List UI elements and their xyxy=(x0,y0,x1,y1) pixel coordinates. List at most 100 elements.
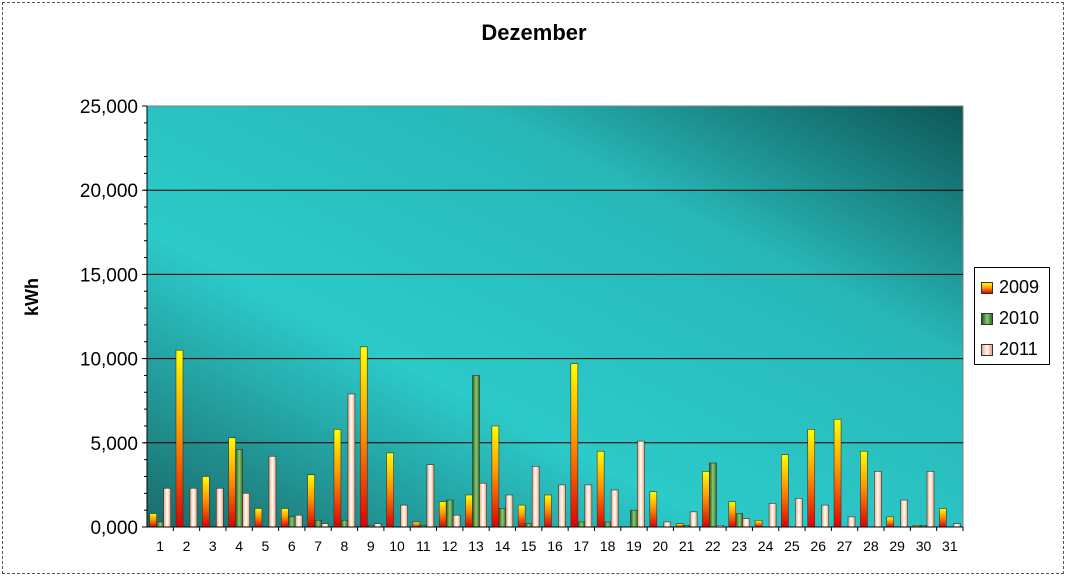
x-tick-label: 22 xyxy=(705,538,721,554)
x-tick-label: 31 xyxy=(942,538,958,554)
bar-2010-22 xyxy=(709,462,717,528)
bar-2009-18 xyxy=(596,450,605,528)
bar-2009-11 xyxy=(412,521,421,528)
bar-2010-18 xyxy=(603,521,612,528)
bar-2010-17 xyxy=(577,521,586,528)
x-tick-label: 25 xyxy=(784,538,800,554)
bar-2009-25 xyxy=(781,454,789,528)
x-tick-label: 19 xyxy=(626,538,642,554)
bar-2009-17 xyxy=(570,363,579,528)
x-tick-label: 27 xyxy=(837,538,853,554)
bar-2011-24 xyxy=(768,503,777,528)
x-tick-label: 12 xyxy=(442,538,458,554)
bar-2011-5 xyxy=(268,455,277,528)
bar-2010-14 xyxy=(498,508,507,528)
y-axis-ticks: 0,000 5,000 10,000 15,000 20,000 25,000 xyxy=(80,97,147,539)
x-tick-label: 4 xyxy=(235,538,243,554)
x-tick-label: 10 xyxy=(389,538,405,554)
bar-2011-14 xyxy=(505,494,514,528)
x-tick-label: 20 xyxy=(653,538,669,554)
bar-2010-19 xyxy=(630,509,638,528)
bar-2011-2 xyxy=(189,487,198,528)
bar-2009-8 xyxy=(333,429,342,528)
bar-2010-4 xyxy=(235,449,243,528)
bar-2011-6 xyxy=(294,514,303,528)
x-tick-label: 26 xyxy=(810,538,826,554)
bar-2009-4 xyxy=(228,437,236,528)
bar-2011-20 xyxy=(663,521,672,528)
bar-2011-27 xyxy=(847,516,856,528)
x-tick-label: 6 xyxy=(288,538,296,554)
x-tick-label: 21 xyxy=(679,538,695,554)
legend-swatch-2011 xyxy=(981,343,993,356)
bar-2009-26 xyxy=(807,429,816,528)
legend-swatch-2010 xyxy=(981,312,993,325)
bar-2009-7 xyxy=(307,474,315,528)
x-tick-label: 9 xyxy=(367,538,375,554)
bar-2009-1 xyxy=(149,513,157,528)
x-tick-label: 11 xyxy=(416,538,431,554)
bar-2009-6 xyxy=(280,508,289,528)
x-tick-label: 24 xyxy=(758,538,774,554)
legend-swatch-2009 xyxy=(981,281,993,294)
bar-2009-22 xyxy=(702,471,710,528)
bar-2009-23 xyxy=(728,501,737,528)
bar-2010-15 xyxy=(524,523,533,528)
bar-2011-11 xyxy=(426,464,435,528)
bar-2009-5 xyxy=(254,508,263,528)
bar-2011-29 xyxy=(900,499,908,528)
x-tick-label: 1 xyxy=(156,538,164,554)
x-tick-label: 30 xyxy=(916,538,932,554)
x-tick-label: 7 xyxy=(314,538,322,554)
legend-item-2011: 2011 xyxy=(981,334,1049,365)
x-tick-label: 13 xyxy=(468,538,484,554)
x-tick-label: 29 xyxy=(889,538,905,554)
chart-title: Dezember xyxy=(481,20,587,45)
bars xyxy=(149,346,961,528)
legend: 2009 2010 2011 xyxy=(974,267,1050,365)
bar-2009-16 xyxy=(544,494,552,528)
bar-2009-13 xyxy=(465,494,473,528)
bar-2010-13 xyxy=(472,375,480,528)
x-tick-label: 23 xyxy=(731,538,747,554)
bar-2011-7 xyxy=(321,523,329,528)
bar-2011-31 xyxy=(953,523,961,528)
bar-2011-10 xyxy=(400,504,408,528)
bar-2009-21 xyxy=(675,523,684,528)
bar-2011-30 xyxy=(926,471,935,528)
y-tick-label: 25,000 xyxy=(80,97,138,118)
bar-2009-28 xyxy=(860,450,868,528)
bar-2011-16 xyxy=(558,484,566,528)
legend-item-2009: 2009 xyxy=(981,272,1049,303)
plot-area xyxy=(146,105,964,528)
x-tick-label: 15 xyxy=(521,538,537,554)
x-tick-label: 8 xyxy=(341,538,349,554)
bar-2011-4 xyxy=(242,493,250,528)
bar-2011-25 xyxy=(795,498,803,528)
bar-2011-1 xyxy=(163,487,171,528)
bar-2009-10 xyxy=(386,452,394,528)
bar-2009-2 xyxy=(175,349,184,528)
bar-2011-13 xyxy=(479,482,487,528)
legend-label-2010: 2010 xyxy=(999,308,1040,328)
legend-item-2010: 2010 xyxy=(981,303,1049,334)
x-tick-label: 16 xyxy=(547,538,563,554)
bar-2009-31 xyxy=(939,508,947,528)
x-tick-label: 3 xyxy=(209,538,217,554)
bar-2009-15 xyxy=(517,504,526,528)
bar-2009-3 xyxy=(202,476,210,528)
bar-2011-23 xyxy=(742,518,751,528)
bar-2010-23 xyxy=(735,513,744,528)
bar-2011-8 xyxy=(347,393,356,528)
bar-2009-9 xyxy=(359,346,368,528)
bar-2011-12 xyxy=(452,514,461,528)
bar-2009-24 xyxy=(754,519,763,528)
bar-2010-6 xyxy=(287,516,296,528)
bar-2011-9 xyxy=(373,523,382,528)
x-tick-label: 14 xyxy=(495,538,511,554)
legend-label-2009: 2009 xyxy=(999,277,1040,297)
bar-2011-3 xyxy=(216,487,224,528)
bar-2011-18 xyxy=(610,489,619,528)
x-axis-ticks: 1 2 3 4 5 6 7 8 9 10 11 12 13 14 15 16 17 18 19 20 21 22 23 24 2… xyxy=(156,527,964,554)
